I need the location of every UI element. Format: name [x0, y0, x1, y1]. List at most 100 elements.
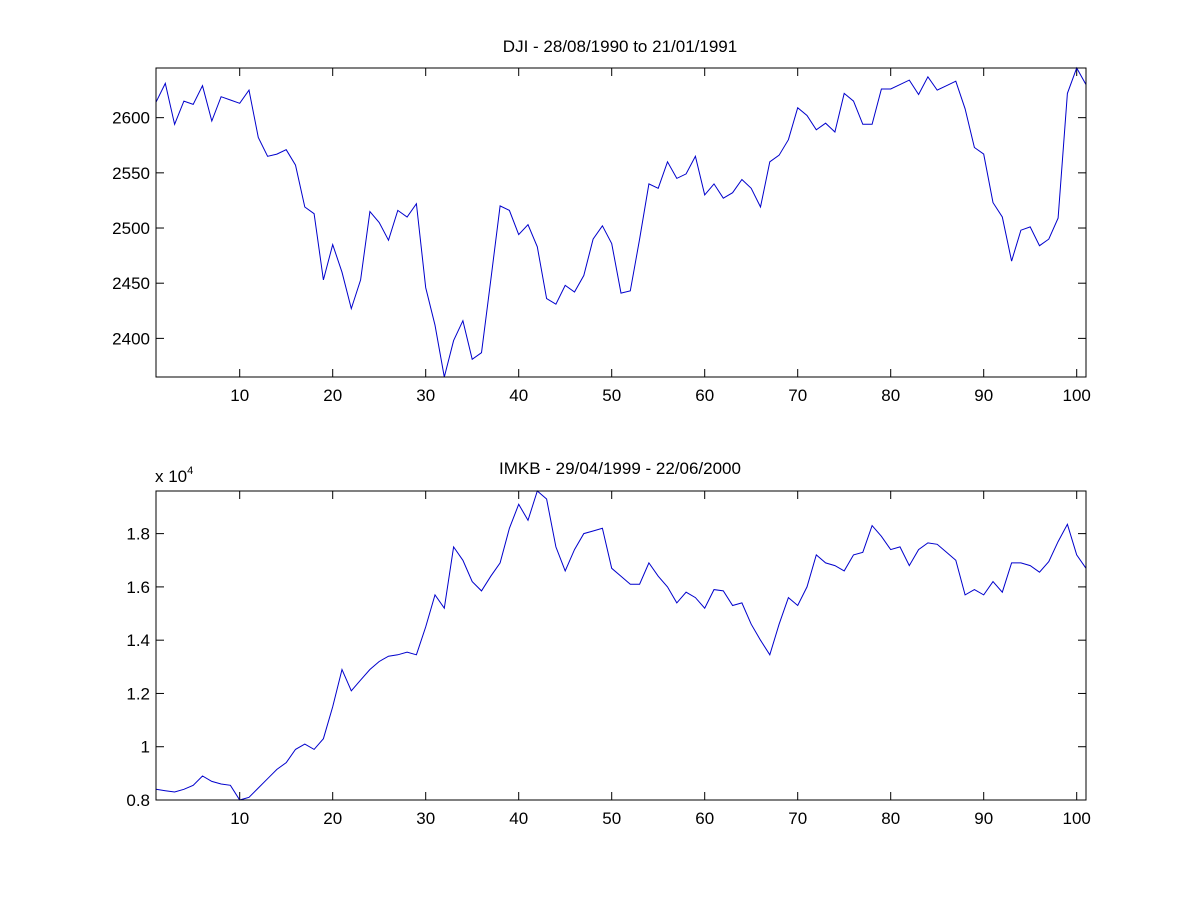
imkb-data-point	[861, 551, 864, 554]
dji-data-point	[657, 187, 660, 190]
dji-data-point	[303, 206, 306, 209]
dji-data-point	[201, 84, 204, 87]
imkb-x-tick-label: 30	[416, 809, 435, 828]
imkb-axes: IMKB - 29/04/1999 - 22/06/2000 x 104 10 2…	[126, 459, 1091, 828]
dji-data-point	[480, 351, 483, 354]
imkb-data-point	[629, 583, 632, 586]
imkb-data-point	[182, 788, 185, 791]
dji-data-point	[461, 319, 464, 322]
dji-x-tick-label: 100	[1063, 386, 1091, 405]
dji-data-point	[415, 202, 418, 205]
imkb-data-point	[787, 596, 790, 599]
imkb-axes-frame	[155, 490, 1087, 801]
dji-x-tick-label: 10	[230, 386, 249, 405]
imkb-data-point	[155, 788, 158, 791]
imkb-data-point	[443, 607, 446, 610]
dji-data-point	[899, 83, 902, 86]
imkb-data-point	[945, 551, 948, 554]
imkb-data-point	[982, 593, 985, 596]
dji-data-point	[675, 177, 678, 180]
imkb-data-point	[889, 548, 892, 551]
imkb-x-tick-label: 90	[974, 809, 993, 828]
dji-data-point	[713, 182, 716, 185]
imkb-data-point	[833, 564, 836, 567]
imkb-data-point	[936, 543, 939, 546]
dji-data-point	[722, 197, 725, 200]
imkb-x-tick-label: 80	[881, 809, 900, 828]
imkb-data-point	[378, 660, 381, 663]
dji-data-point	[1029, 225, 1032, 228]
imkb-y-tick-label: 0.8	[126, 791, 150, 810]
dji-data-point	[406, 215, 409, 218]
imkb-y-tick-label: 1.8	[126, 525, 150, 544]
dji-data-point	[926, 75, 929, 78]
imkb-data-point	[322, 737, 325, 740]
imkb-data-point	[1075, 553, 1078, 556]
imkb-data-point	[201, 775, 204, 778]
dji-data-point	[545, 297, 548, 300]
dji-data-point	[1057, 217, 1060, 220]
imkb-data-point	[675, 601, 678, 604]
imkb-data-point	[489, 575, 492, 578]
imkb-data-point	[350, 689, 353, 692]
imkb-y-tick-label: 1.4	[126, 631, 150, 650]
imkb-data-point	[536, 490, 539, 493]
dji-data-point	[1075, 67, 1078, 70]
imkb-data-point	[294, 748, 297, 751]
dji-data-point	[815, 128, 818, 131]
dji-data-point	[620, 292, 623, 295]
dji-data-point	[852, 100, 855, 103]
imkb-y-tick-label: 1	[141, 738, 150, 757]
dji-data-point	[443, 376, 446, 379]
imkb-data-point	[1057, 540, 1060, 543]
imkb-data-point	[313, 748, 316, 751]
dji-data-point	[536, 245, 539, 248]
dji-data-point	[582, 274, 585, 277]
imkb-data-point	[880, 535, 883, 538]
dji-x-tick-label: 50	[602, 386, 621, 405]
imkb-data-point	[1001, 591, 1004, 594]
imkb-data-point	[796, 604, 799, 607]
dji-data-point	[647, 182, 650, 185]
imkb-data-point	[192, 784, 195, 787]
imkb-data-point	[527, 519, 530, 522]
dji-data-point	[954, 80, 957, 83]
imkb-data-point	[592, 529, 595, 532]
dji-x-tick-label: 80	[881, 386, 900, 405]
dji-data-point	[173, 123, 176, 126]
imkb-data-point	[406, 651, 409, 654]
imkb-data-point	[210, 780, 213, 783]
dji-data-point	[210, 119, 213, 122]
dji-data-point	[992, 201, 995, 204]
dji-data-point	[982, 153, 985, 156]
dji-data-point	[861, 123, 864, 126]
imkb-data-point	[508, 527, 511, 530]
imkb-data-point	[303, 743, 306, 746]
dji-data-point	[740, 178, 743, 181]
imkb-data-point	[1085, 567, 1088, 570]
dji-data-point	[601, 224, 604, 227]
imkb-data-point	[341, 668, 344, 671]
imkb-data-point	[964, 593, 967, 596]
imkb-x-tick-label: 40	[509, 809, 528, 828]
imkb-data-point	[647, 561, 650, 564]
imkb-data-point	[415, 653, 418, 656]
dji-data-point	[164, 82, 167, 85]
imkb-data-point	[973, 588, 976, 591]
dji-data-point	[266, 155, 269, 158]
imkb-data-point	[926, 541, 929, 544]
dji-data-point	[843, 92, 846, 95]
imkb-data-point	[1010, 561, 1013, 564]
dji-data-point	[778, 154, 781, 157]
dji-data-point	[527, 223, 530, 226]
imkb-data-point	[452, 545, 455, 548]
dji-data-point	[731, 191, 734, 194]
imkb-data-point	[843, 569, 846, 572]
dji-data-point	[489, 278, 492, 281]
imkb-x-tick-label: 60	[695, 809, 714, 828]
dji-x-tick-label: 70	[788, 386, 807, 405]
imkb-exponent-base: x 10	[155, 467, 187, 486]
dji-data-point	[275, 153, 278, 156]
dji-data-point	[508, 209, 511, 212]
